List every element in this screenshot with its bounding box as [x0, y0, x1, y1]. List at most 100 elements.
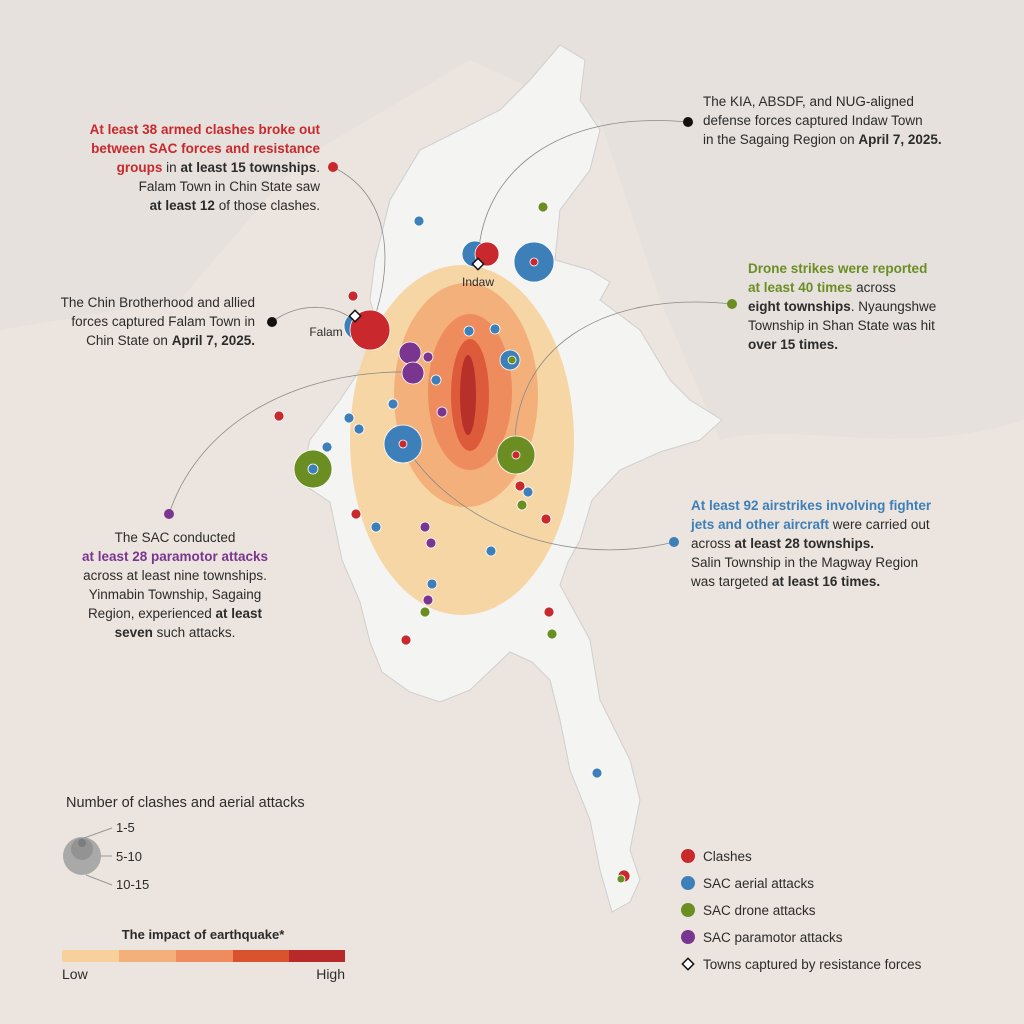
annotation-text: Region, experienced — [88, 606, 216, 621]
annotation-line: over 15 times. — [748, 337, 838, 352]
annotation-line: across at least 28 townships. — [691, 536, 874, 551]
aerial-marker — [321, 441, 333, 453]
annotation-line: At least 38 armed clashes broke out — [90, 122, 321, 137]
legend-label: SAC paramotor attacks — [703, 930, 843, 945]
annotation-text: across — [691, 536, 735, 551]
size-legend-label: 10-15 — [116, 877, 149, 892]
captured-town-marker — [471, 257, 485, 271]
paramotor-marker — [401, 361, 425, 385]
size-legend: Number of clashes and aerial attacks 1-5… — [63, 795, 305, 892]
leader — [332, 166, 386, 331]
clash-marker — [400, 634, 412, 646]
annotation-dots — [164, 117, 737, 547]
annotation-line: jets and other aircraft were carried out — [690, 517, 930, 532]
annotation-dot — [683, 117, 693, 127]
annotation-line: seven such attacks. — [115, 625, 236, 640]
annotation-line: Falam Town in Chin State saw — [139, 179, 321, 194]
aerial-marker — [343, 412, 355, 424]
annotation-text: at least — [216, 606, 263, 621]
clash-marker — [350, 508, 362, 520]
annotation-text: such attacks. — [153, 625, 236, 640]
annotation-text: . — [316, 160, 320, 175]
clash-marker — [514, 480, 526, 492]
legend-swatch — [681, 903, 695, 917]
paramotor-marker — [398, 341, 422, 365]
annotation-line: forces captured Falam Town in — [71, 314, 255, 329]
annotation-text: April 7, 2025. — [172, 333, 255, 348]
aerial-marker — [591, 767, 603, 779]
zone-high — [460, 355, 476, 435]
annotation-line: was targeted at least 16 times. — [690, 574, 880, 589]
drone-marker — [419, 606, 431, 618]
aerial-marker — [353, 423, 365, 435]
clash-marker — [543, 606, 555, 618]
annotation-line: The Chin Brotherhood and allied — [61, 295, 255, 310]
impact-high: High — [316, 966, 345, 982]
aerial-marker — [489, 323, 501, 335]
drone-marker — [507, 355, 517, 365]
legend-swatch — [681, 957, 695, 971]
annotation-line: between SAC forces and resistance — [91, 141, 320, 156]
annotation-text: Salin Township in the Magway Region — [691, 555, 918, 570]
annotation-text: defense forces captured Indaw Town — [703, 113, 923, 128]
annotation-text: At least 92 airstrikes involving fighter — [691, 498, 932, 513]
annotation-text: The Chin Brotherhood and allied — [61, 295, 255, 310]
legend-swatch — [681, 930, 695, 944]
size-legend-label: 1-5 — [116, 820, 135, 835]
annotation-text: in the Sagaing Region on — [703, 132, 858, 147]
legend-label: SAC aerial attacks — [703, 876, 814, 891]
clash-marker — [347, 290, 359, 302]
legend-swatch — [681, 849, 695, 863]
legend-swatch — [681, 876, 695, 890]
leader — [403, 443, 675, 551]
clash-marker — [398, 439, 408, 449]
clash-marker — [474, 241, 500, 267]
annotation-text: The SAC conducted — [115, 530, 236, 545]
drone-marker — [616, 874, 626, 884]
clash-marker — [529, 257, 539, 267]
captured-town-marker — [348, 309, 362, 323]
legend-label: Towns captured by resistance forces — [703, 957, 922, 972]
impact-legend: The impact of earthquake* Low High — [62, 927, 345, 982]
impact-swatch — [289, 950, 345, 962]
annotation-line: The SAC conducted — [115, 530, 236, 545]
clash-marker — [511, 450, 521, 460]
annotation-text: Falam Town in Chin State saw — [139, 179, 321, 194]
annotations: At least 38 armed clashes broke out betwe… — [61, 94, 942, 640]
annotation-line: eight townships. Nyaungshwe — [748, 299, 936, 314]
clash-marker — [273, 410, 285, 422]
paramotor-marker — [425, 537, 437, 549]
paramotor-marker — [422, 594, 434, 606]
annotation-line: Salin Township in the Magway Region — [691, 555, 918, 570]
annotation-text: forces captured Falam Town in — [71, 314, 255, 329]
annotation-text: Township in Shan State was hit — [748, 318, 935, 333]
annotation-line: defense forces captured Indaw Town — [703, 113, 923, 128]
annotation-line: Region, experienced at least — [88, 606, 263, 621]
annotation-line: Yinmabin Township, Sagaing — [89, 587, 262, 602]
annotation-text: Yinmabin Township, Sagaing — [89, 587, 262, 602]
leader — [477, 120, 689, 263]
impact-legend-title: The impact of earthquake* — [122, 927, 285, 942]
impact-low: Low — [62, 966, 89, 982]
aerial-marker — [307, 463, 319, 475]
impact-swatch — [233, 950, 289, 962]
size-legend-circle — [71, 838, 93, 860]
annotation-text: at least 12 — [150, 198, 215, 213]
annotation-text: at least 40 times — [748, 280, 852, 295]
annotation-line: The KIA, ABSDF, and NUG-aligned — [703, 94, 914, 109]
annotation-line: at least 28 paramotor attacks — [82, 549, 268, 564]
aerial-marker — [485, 545, 497, 557]
size-legend-title: Number of clashes and aerial attacks — [66, 795, 305, 811]
aerial-marker — [522, 486, 534, 498]
annotation-line: Chin State on April 7, 2025. — [86, 333, 255, 348]
annotation-line: across at least nine townships. — [83, 568, 267, 583]
impact-swatch — [176, 950, 233, 962]
markers — [273, 201, 631, 884]
annotation-text: eight townships — [748, 299, 851, 314]
annotation-text: Chin State on — [86, 333, 172, 348]
annotation-text: was targeted — [690, 574, 772, 589]
annotation-text: were carried out — [829, 517, 930, 532]
size-legend-lines — [83, 827, 113, 886]
aerial-marker — [426, 578, 438, 590]
size-legend-circle — [78, 839, 86, 847]
